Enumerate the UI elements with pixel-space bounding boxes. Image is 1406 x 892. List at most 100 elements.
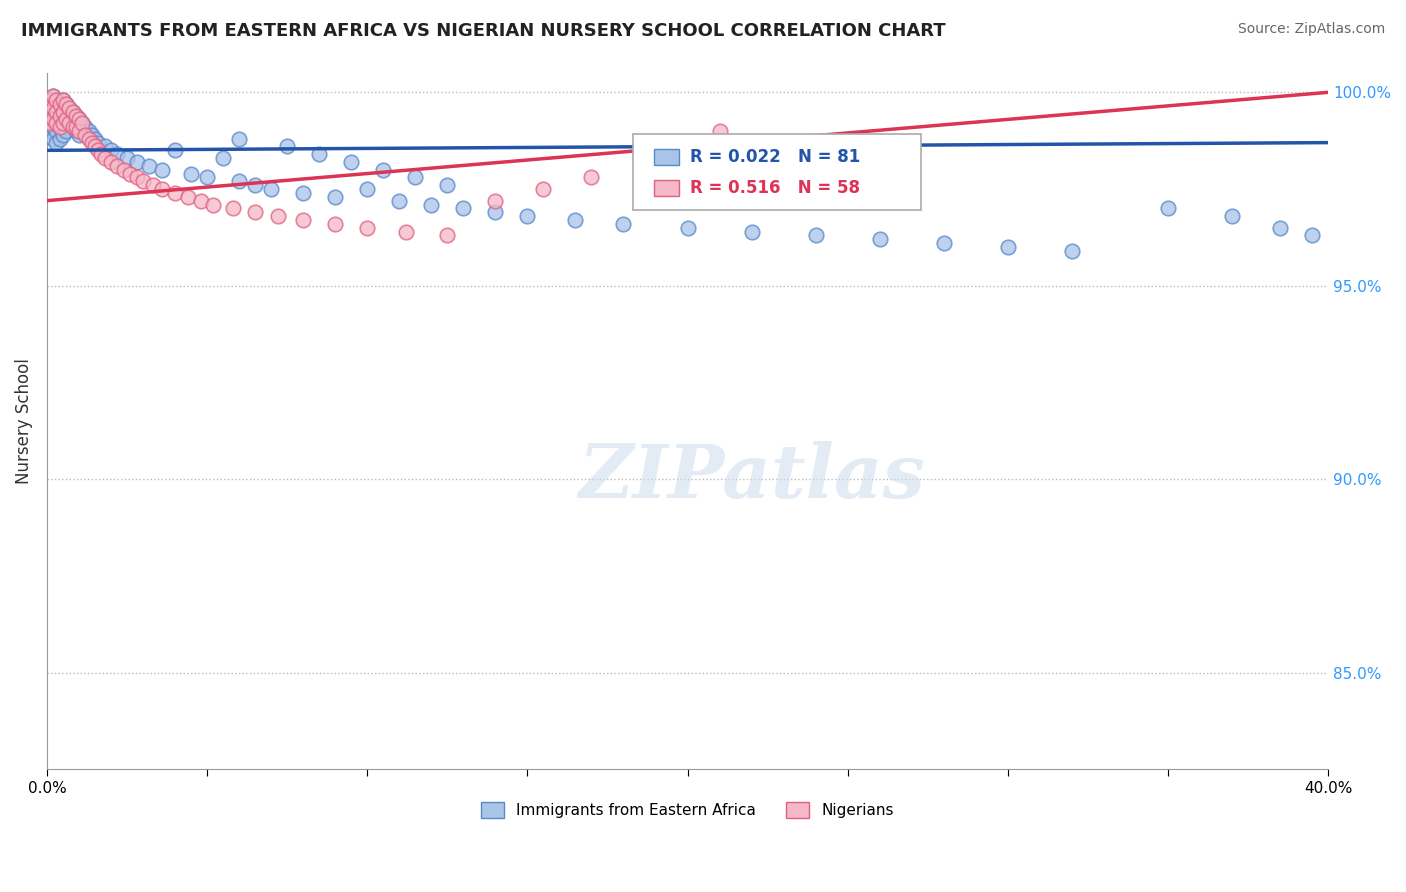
Point [484, 205, 506, 219]
Point [484, 194, 506, 208]
Point [65, 109, 87, 123]
Point [39, 112, 62, 127]
Point [180, 167, 202, 181]
Point [52, 93, 75, 107]
Point [58, 116, 80, 130]
Point [741, 225, 763, 239]
Point [45, 112, 67, 127]
Point [100, 144, 122, 158]
Point [90, 147, 112, 161]
Point [87, 136, 110, 150]
Point [80, 128, 103, 142]
Point [100, 155, 122, 169]
Point [75, 120, 97, 135]
Point [388, 194, 411, 208]
Point [308, 147, 330, 161]
Point [67, 124, 90, 138]
Point [39, 101, 62, 115]
Point [52, 116, 75, 130]
Point [105, 159, 128, 173]
Point [709, 124, 731, 138]
Point [42, 132, 65, 146]
Point [48, 109, 70, 123]
Point [70, 116, 93, 130]
Point [292, 186, 315, 200]
Point [177, 190, 200, 204]
Point [42, 120, 65, 135]
Point [243, 178, 266, 193]
Point [564, 213, 586, 227]
Point [163, 186, 186, 200]
Point [373, 162, 395, 177]
Point [70, 116, 93, 130]
Point [356, 220, 378, 235]
Point [266, 209, 288, 223]
Point [150, 162, 173, 177]
Point [612, 217, 634, 231]
Point [260, 182, 283, 196]
Point [221, 202, 243, 216]
Point [804, 228, 827, 243]
Point [1220, 209, 1243, 223]
Point [228, 174, 250, 188]
Point [676, 220, 699, 235]
Point [395, 225, 418, 239]
Point [1301, 228, 1323, 243]
Point [48, 120, 70, 135]
Point [163, 144, 186, 158]
Point [55, 97, 77, 112]
Point [48, 120, 70, 135]
Point [84, 132, 107, 146]
Point [190, 194, 212, 208]
Point [45, 101, 67, 115]
Point [39, 93, 62, 107]
Point [52, 93, 75, 107]
Point [228, 132, 250, 146]
Point [42, 97, 65, 112]
Point [45, 104, 67, 119]
Point [62, 104, 84, 119]
Legend: Immigrants from Eastern Africa, Nigerians: Immigrants from Eastern Africa, Nigerian… [475, 797, 900, 824]
Point [75, 128, 97, 142]
Point [120, 167, 142, 181]
Point [52, 128, 75, 142]
Text: Source: ZipAtlas.com: Source: ZipAtlas.com [1237, 22, 1385, 37]
Point [67, 128, 90, 142]
Point [55, 124, 77, 138]
Point [48, 97, 70, 112]
Point [62, 120, 84, 135]
Point [52, 104, 75, 119]
Point [62, 104, 84, 119]
Point [138, 159, 160, 173]
Point [48, 97, 70, 112]
Point [1157, 202, 1180, 216]
Point [39, 116, 62, 130]
Point [243, 205, 266, 219]
Point [80, 136, 103, 150]
Point [62, 120, 84, 135]
Point [323, 217, 346, 231]
Point [436, 228, 458, 243]
Point [45, 116, 67, 130]
Point [516, 209, 538, 223]
Point [67, 112, 90, 127]
Point [531, 182, 554, 196]
Point [45, 124, 67, 138]
Point [39, 124, 62, 138]
Point [84, 139, 107, 153]
Point [932, 236, 955, 251]
Point [55, 97, 77, 112]
Text: IMMIGRANTS FROM EASTERN AFRICA VS NIGERIAN NURSERY SCHOOL CORRELATION CHART: IMMIGRANTS FROM EASTERN AFRICA VS NIGERI… [21, 22, 946, 40]
Point [420, 197, 443, 211]
Point [48, 109, 70, 123]
Point [436, 178, 458, 193]
Point [453, 202, 475, 216]
Point [212, 151, 235, 165]
Point [115, 151, 138, 165]
Point [276, 139, 298, 153]
Point [48, 132, 70, 146]
Point [125, 170, 148, 185]
Point [65, 124, 87, 138]
Point [869, 232, 891, 246]
Point [93, 139, 115, 153]
